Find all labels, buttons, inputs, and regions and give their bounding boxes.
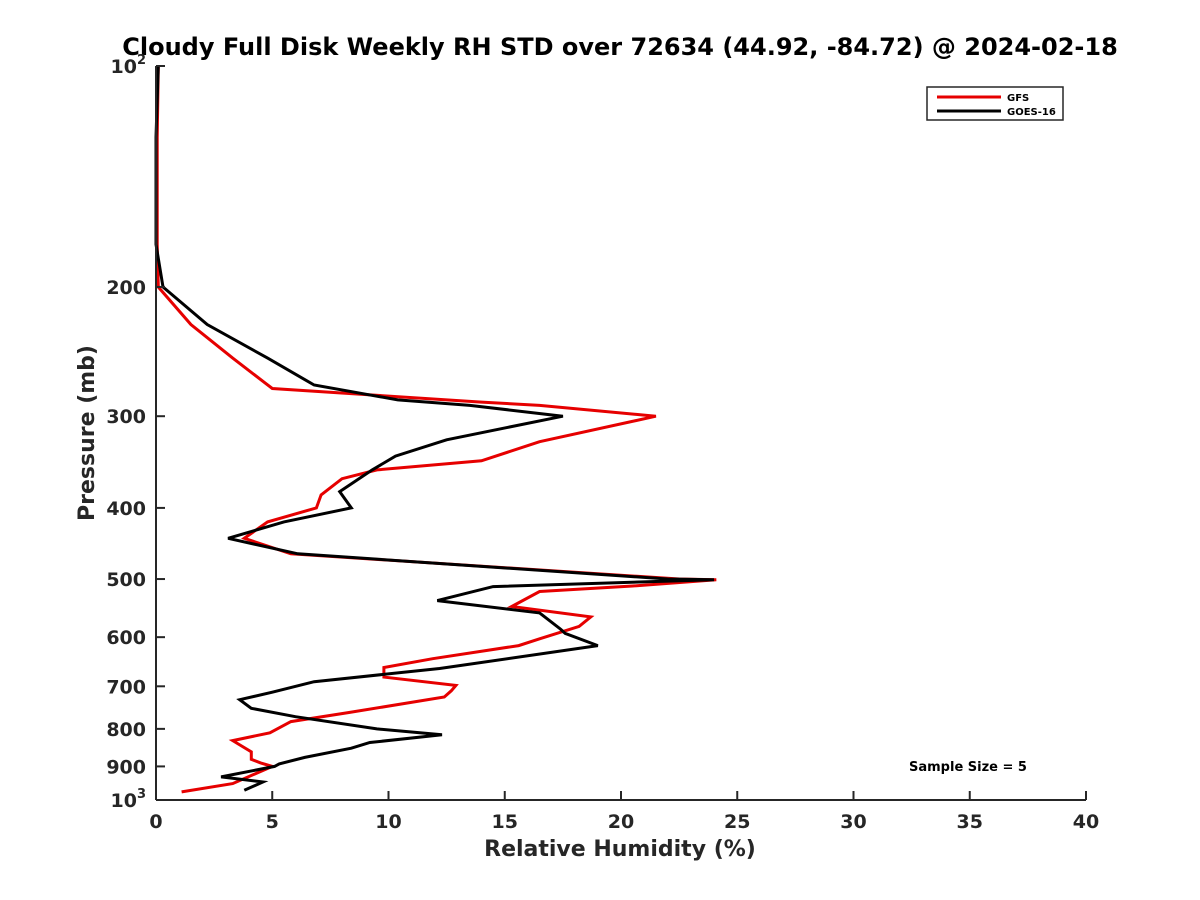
x-axis-label: Relative Humidity (%)	[484, 837, 756, 862]
legend-box	[926, 86, 1064, 121]
y-tick-label: 102	[111, 53, 147, 78]
chart-title: Cloudy Full Disk Weekly RH STD over 7263…	[122, 33, 1118, 61]
y-tick-label: 900	[106, 756, 146, 778]
y-tick-label: 700	[106, 676, 146, 698]
y-tick-label: 200	[106, 277, 146, 299]
x-tick-label: 25	[724, 811, 750, 833]
y-tick-label: 500	[106, 569, 146, 591]
x-tick-label: 0	[149, 811, 162, 833]
axes: 0 5 10 15 20 25 30 35 40 102 200 300 400 500 600 700 800…	[106, 53, 1099, 833]
y-tick-label: 400	[106, 498, 146, 520]
y-axis-label: Pressure (mb)	[75, 345, 100, 521]
legend-label-0: GFS	[1007, 93, 1029, 104]
x-tick-label: 35	[957, 811, 983, 833]
x-tick-label: 40	[1073, 811, 1099, 833]
x-tick-label: 15	[492, 811, 518, 833]
legend-label-1: GOES-16	[1007, 107, 1056, 118]
y-tick-label: 103	[111, 787, 147, 812]
legend: GFS GOES-16	[926, 86, 1064, 121]
plot-lines	[154, 65, 717, 794]
y-tick-label: 300	[106, 406, 146, 428]
y-tick-label: 800	[106, 719, 146, 741]
series-line-0	[155, 65, 717, 794]
y-tick-label: 600	[106, 627, 146, 649]
x-tick-label: 20	[608, 811, 634, 833]
series-line-1	[154, 65, 715, 792]
x-tick-label: 10	[375, 811, 401, 833]
x-tick-label: 5	[266, 811, 279, 833]
x-tick-label: 30	[840, 811, 866, 833]
sample-size-annotation: Sample Size = 5	[909, 760, 1027, 775]
